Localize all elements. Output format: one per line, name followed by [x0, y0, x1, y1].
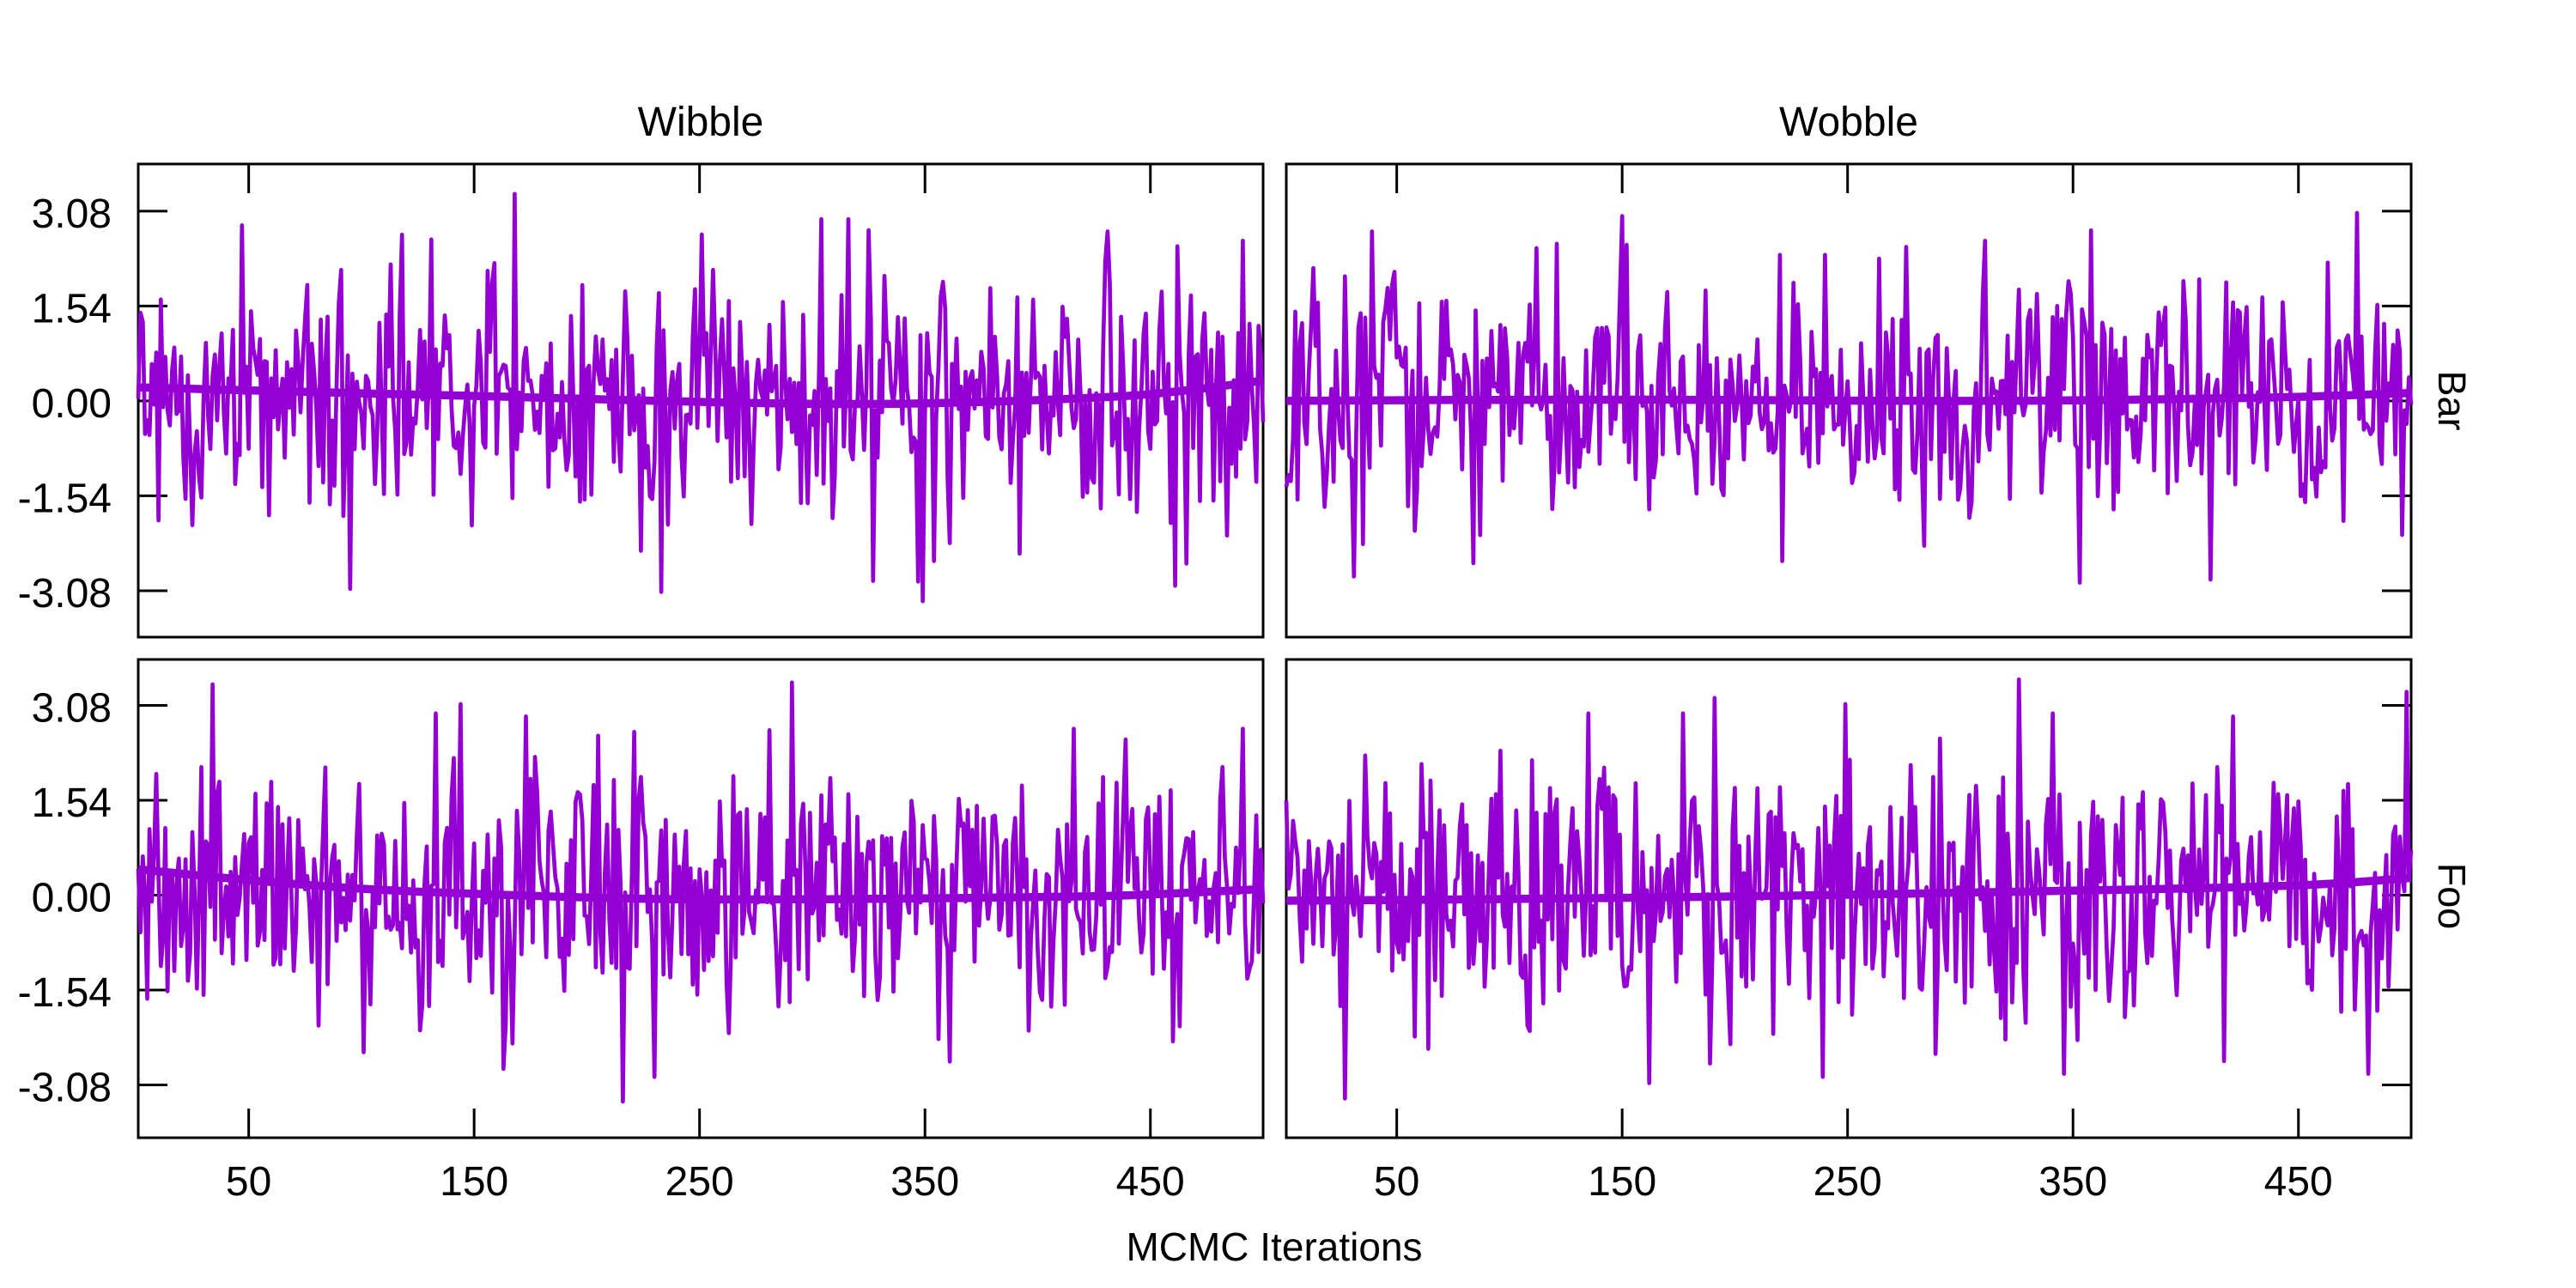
svg-text:3.08: 3.08 [32, 685, 112, 731]
svg-text:1.54: 1.54 [32, 781, 112, 826]
svg-text:MCMC Iterations: MCMC Iterations [1126, 1224, 1422, 1269]
svg-text:-3.08: -3.08 [18, 1066, 112, 1111]
svg-text:1.54: 1.54 [32, 286, 112, 331]
svg-text:150: 150 [1588, 1159, 1656, 1205]
svg-text:50: 50 [226, 1159, 271, 1205]
svg-text:250: 250 [1814, 1159, 1882, 1205]
svg-text:Bar: Bar [2430, 370, 2474, 430]
svg-text:0.00: 0.00 [32, 876, 112, 921]
svg-text:150: 150 [440, 1159, 508, 1205]
svg-text:50: 50 [1374, 1159, 1419, 1205]
svg-text:250: 250 [665, 1159, 734, 1205]
svg-text:350: 350 [2038, 1159, 2107, 1205]
svg-text:Foo: Foo [2430, 863, 2474, 930]
svg-text:0.00: 0.00 [32, 381, 112, 427]
svg-text:-3.08: -3.08 [18, 571, 112, 617]
svg-text:Wibble: Wibble [638, 100, 764, 145]
svg-text:350: 350 [890, 1159, 959, 1205]
svg-text:Wobble: Wobble [1779, 100, 1918, 145]
svg-text:-1.54: -1.54 [18, 476, 112, 521]
svg-text:-1.54: -1.54 [18, 970, 112, 1016]
svg-text:3.08: 3.08 [32, 191, 112, 237]
svg-text:450: 450 [2264, 1159, 2333, 1205]
svg-text:450: 450 [1116, 1159, 1185, 1205]
